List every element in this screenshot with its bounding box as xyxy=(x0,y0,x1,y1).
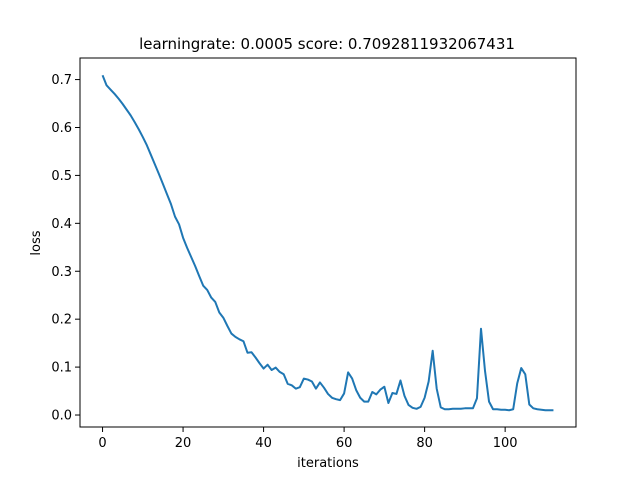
y-tick-label: 0.5 xyxy=(51,169,72,184)
chart-title: learningrate: 0.0005 score: 0.7092811932… xyxy=(139,35,515,53)
x-tick-label: 60 xyxy=(336,436,353,451)
x-tick-label: 100 xyxy=(493,436,518,451)
x-tick-label: 80 xyxy=(416,436,433,451)
y-tick-label: 0.3 xyxy=(51,265,72,280)
y-axis: 0.0 0.1 0.2 0.3 0.4 0.5 0.6 0.7 xyxy=(51,73,80,424)
y-tick-label: 0.1 xyxy=(51,361,72,376)
loss-series-line xyxy=(101,74,554,412)
x-axis: 0 20 40 60 80 100 xyxy=(98,427,518,451)
y-tick-label: 0.7 xyxy=(51,73,72,88)
y-tick-label: 0.2 xyxy=(51,313,72,328)
x-axis-label: iterations xyxy=(297,456,359,471)
x-tick-label: 40 xyxy=(255,436,272,451)
y-tick-label: 0.6 xyxy=(51,121,72,136)
y-tick-label: 0.0 xyxy=(51,409,72,424)
plot-area xyxy=(79,57,577,428)
x-tick-label: 0 xyxy=(98,436,106,451)
y-tick-label: 0.4 xyxy=(51,217,72,232)
y-axis-label: loss xyxy=(29,230,44,255)
x-tick-label: 20 xyxy=(175,436,192,451)
